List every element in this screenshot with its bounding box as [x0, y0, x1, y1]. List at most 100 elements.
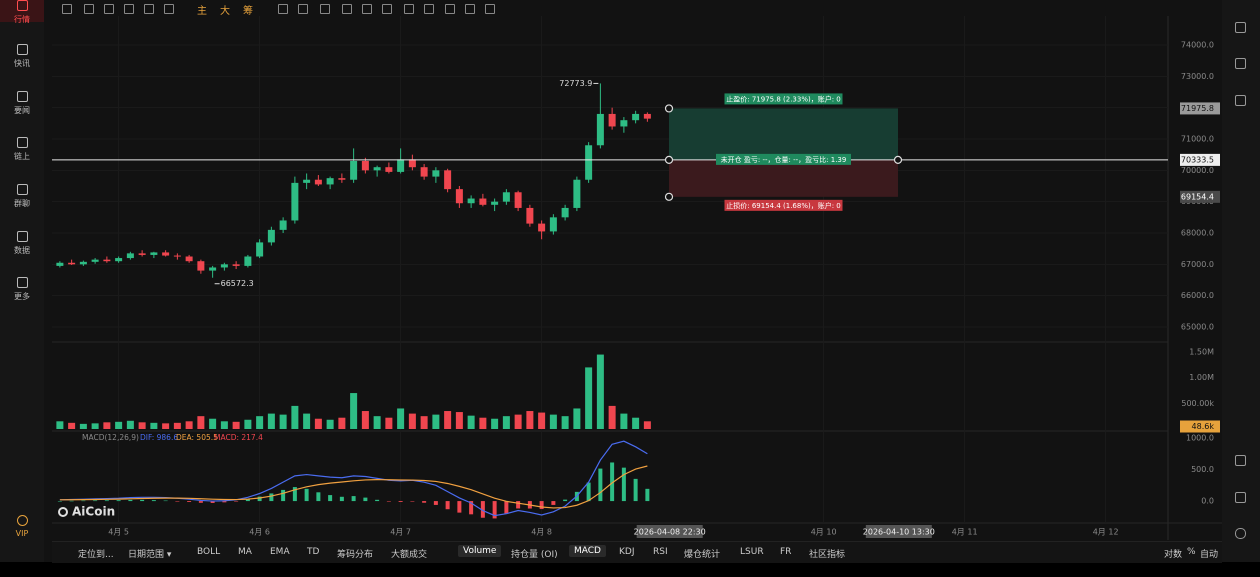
- indicator-tab[interactable]: 持仓量 (OI): [511, 550, 558, 560]
- nav-item[interactable]: 链上: [0, 137, 44, 162]
- toolbar-label[interactable]: 大: [220, 6, 230, 17]
- tool-icon[interactable]: [320, 4, 330, 14]
- macd-bar: [316, 492, 321, 502]
- macd-bar: [457, 501, 462, 513]
- volume-bar: [632, 417, 640, 429]
- indicator-tab[interactable]: FR: [780, 547, 792, 557]
- indicator-tab[interactable]: 大额成交: [391, 550, 428, 560]
- nav-item[interactable]: 群聊: [0, 184, 44, 209]
- volume-bar: [314, 418, 322, 429]
- position-label-bg: [716, 153, 851, 165]
- axis-option[interactable]: 自动: [1200, 550, 1219, 560]
- indicator-tab[interactable]: TD: [307, 547, 320, 557]
- nav-item[interactable]: 要闻: [0, 91, 44, 116]
- nav-label: 快讯: [14, 59, 30, 68]
- macd-bar: [257, 496, 262, 502]
- candle-body: [209, 267, 217, 271]
- tool-icon[interactable]: [278, 4, 288, 14]
- locate-button[interactable]: 定位到...: [78, 550, 114, 560]
- handle: [664, 192, 674, 201]
- macd-bar: [128, 499, 133, 502]
- candle-body: [573, 179, 581, 208]
- x-tick-label: 4月 5: [108, 528, 129, 537]
- macd-bar: [151, 500, 156, 502]
- volume-bar: [514, 414, 522, 429]
- indicator-tab[interactable]: MACD: [569, 545, 606, 557]
- nav-item[interactable]: 行情: [0, 0, 44, 24]
- tool-icon[interactable]: [485, 4, 495, 14]
- tool-icon[interactable]: [298, 4, 308, 14]
- tool-icon[interactable]: [445, 4, 455, 14]
- toolbar-label[interactable]: 筹: [243, 6, 253, 17]
- tool-icon[interactable]: [164, 4, 174, 14]
- y-tick-label: 65000.0: [1181, 323, 1214, 332]
- tool-icon[interactable]: [124, 4, 134, 14]
- x-tick-label: 4月 10: [811, 528, 837, 537]
- tool-icon[interactable]: [382, 4, 392, 14]
- volume-bar: [267, 413, 275, 429]
- tool-icon[interactable]: [1235, 58, 1246, 69]
- nav-item[interactable]: VIP: [0, 515, 44, 538]
- y-tick-label: 73000.0: [1181, 72, 1214, 81]
- tool-icon[interactable]: [1235, 95, 1246, 106]
- tool-icon[interactable]: [342, 4, 352, 14]
- price-tag: 71975.8: [1181, 104, 1214, 113]
- tool-icon[interactable]: [404, 4, 414, 14]
- macd-bar: [633, 478, 638, 502]
- macd-header: DIF: 986.6: [140, 433, 178, 442]
- sidebar: 行情 快讯 要闻 链上 群聊 数据 更多 VIP: [0, 0, 44, 562]
- tool-icon[interactable]: [1235, 528, 1246, 539]
- volume-bar: [162, 423, 170, 429]
- tool-icon[interactable]: [104, 4, 114, 14]
- axis-option[interactable]: %: [1187, 547, 1196, 557]
- volume-bar: [185, 421, 193, 429]
- indicator-tab[interactable]: MA: [238, 547, 252, 557]
- tool-icon[interactable]: [1235, 455, 1246, 466]
- nav-label: 要闻: [14, 106, 30, 115]
- tool-icon[interactable]: [144, 4, 154, 14]
- candle-body: [467, 198, 475, 204]
- position-label: 止损价: 69154.4 (1.68%)，账户: 0: [726, 201, 841, 210]
- candle-body: [538, 223, 546, 232]
- macd-bar: [433, 501, 438, 505]
- macd-bar: [445, 501, 450, 510]
- date-range-button[interactable]: 日期范围 ▾: [128, 550, 172, 560]
- indicator-tab[interactable]: BOLL: [197, 547, 221, 557]
- candle-body: [526, 207, 534, 224]
- tool-icon[interactable]: [424, 4, 434, 14]
- toolbar-label[interactable]: 主: [197, 6, 207, 17]
- candle-body: [420, 167, 428, 177]
- volume-bar: [138, 422, 146, 429]
- indicator-tab[interactable]: LSUR: [740, 547, 764, 557]
- indicator-tab[interactable]: RSI: [653, 547, 668, 557]
- indicator-tab[interactable]: 筹码分布: [337, 550, 374, 560]
- tool-icon[interactable]: [362, 4, 372, 14]
- indicator-tab[interactable]: 社区指标: [809, 550, 846, 560]
- candle-body: [173, 255, 181, 257]
- candle-body: [303, 179, 311, 183]
- nav-item[interactable]: 数据: [0, 231, 44, 256]
- tool-icon[interactable]: [84, 4, 94, 14]
- candle-body: [338, 178, 346, 180]
- macd-bar: [398, 501, 403, 502]
- tool-icon[interactable]: [1235, 22, 1246, 33]
- volume-bar: [68, 422, 76, 429]
- indicator-tab[interactable]: Volume: [458, 545, 502, 557]
- nav-item[interactable]: 更多: [0, 277, 44, 302]
- candle-body: [103, 259, 111, 262]
- tool-icon[interactable]: [465, 4, 475, 14]
- volume-bar: [538, 412, 546, 429]
- indicator-tab[interactable]: EMA: [270, 547, 290, 557]
- nav-item[interactable]: 快讯: [0, 44, 44, 69]
- volume-bar: [103, 422, 111, 429]
- volume-bar: [585, 367, 593, 429]
- volume-bar: [256, 416, 264, 429]
- indicator-tab[interactable]: KDJ: [619, 547, 635, 557]
- candle-body: [126, 253, 134, 259]
- indicator-tab[interactable]: 爆仓统计: [684, 550, 721, 560]
- tool-icon[interactable]: [62, 4, 72, 14]
- candle-body: [220, 264, 228, 268]
- axis-option[interactable]: 对数: [1164, 550, 1183, 560]
- macd-header: MACD: 217.4: [214, 433, 263, 442]
- tool-icon[interactable]: [1235, 492, 1246, 503]
